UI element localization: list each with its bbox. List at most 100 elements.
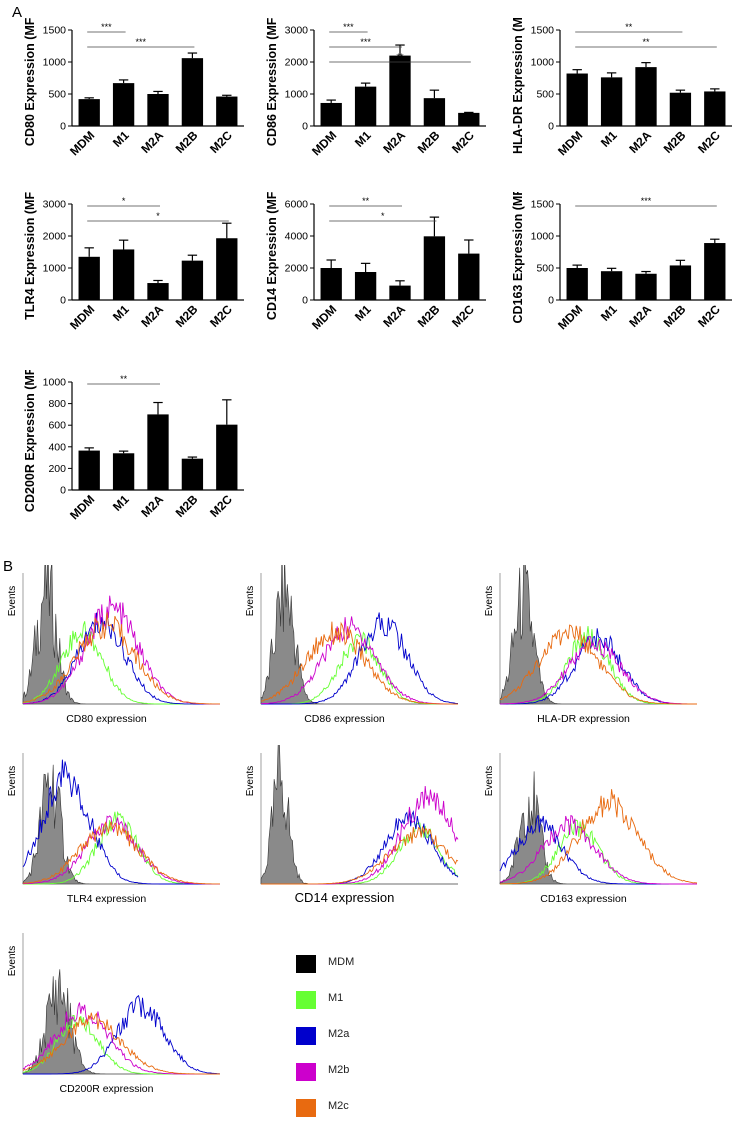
bar-m2a (147, 94, 169, 126)
cd200r-bar-chart: 0 200 400 600 800 1000 MDM M1 M2A M2B M2C CD200R Ex… (23, 370, 244, 522)
y-tick-label: 2000 (285, 263, 309, 275)
x-tick-label-m2c: M2C (449, 128, 477, 156)
legend-swatch-m2c (296, 1099, 316, 1117)
x-tick-label-m2c: M2C (207, 492, 235, 520)
x-tick-label-m1: M1 (352, 302, 374, 324)
legend-swatch-m2a (296, 1027, 316, 1045)
x-tick-label-m2c: M2C (207, 302, 235, 330)
bar-m1 (354, 272, 377, 300)
significance-label: *** (136, 37, 147, 47)
legend-label-m2c: M2c (328, 1100, 349, 1112)
y-tick-label: 500 (48, 89, 66, 101)
histogram-line-m2c (22, 612, 221, 705)
y-tick-label: 1000 (531, 57, 555, 69)
legend-label-mdm: MDM (328, 956, 355, 968)
bar-mdm (78, 256, 100, 300)
y-axis-label: CD80 Expression (MFI) (23, 18, 37, 146)
y-tick-label: 500 (536, 89, 554, 101)
y-tick-label: 0 (60, 295, 66, 307)
x-tick-label-mdm: MDM (309, 302, 339, 332)
y-tick-label: 1000 (43, 377, 67, 389)
cd200r-histogram: CD200R expression Events (7, 933, 221, 1095)
y-tick-label: 1500 (531, 25, 555, 37)
bar-mdm (320, 268, 342, 300)
cd80-bar-chart: 0 500 1000 1500 MDM M1 M2A M2B M2C CD80 Expressio… (23, 18, 244, 158)
y-tick-label: 500 (536, 263, 554, 275)
histogram-y-label: Events (7, 946, 18, 977)
bar-m2b (669, 265, 692, 300)
histogram-y-label: Events (245, 586, 256, 617)
isotype-control-fill (499, 771, 697, 885)
bar-m1 (112, 249, 135, 300)
significance-label: * (156, 211, 160, 221)
legend-label-m1: M1 (328, 992, 344, 1004)
bar-m1 (600, 77, 623, 126)
y-tick-label: 1500 (531, 199, 555, 211)
y-tick-label: 0 (548, 121, 554, 133)
y-tick-label: 4000 (285, 231, 309, 243)
y-tick-label: 1000 (43, 57, 67, 69)
tlr4-histogram: TLR4 expression Events (7, 753, 220, 905)
x-tick-label-mdm: MDM (67, 302, 97, 332)
y-tick-label: 0 (302, 121, 308, 133)
x-tick-label-mdm: MDM (309, 128, 339, 158)
bar-m2a (635, 273, 657, 300)
histogram-x-label: CD200R expression (60, 1083, 154, 1095)
histogram-x-label: CD80 expression (66, 713, 147, 725)
x-tick-label-m1: M1 (598, 302, 620, 324)
cd163-bar-chart: 0 500 1000 1500 MDM M1 M2A M2B M2C CD163 Expressi… (511, 192, 732, 332)
histogram-x-label: CD86 expression (304, 713, 385, 725)
y-axis-label: CD14 Expression (MFI) (265, 192, 279, 320)
x-tick-label-m1: M1 (598, 128, 620, 150)
significance-label: * (381, 211, 385, 221)
bar-m1 (354, 86, 377, 126)
y-tick-label: 200 (48, 463, 66, 475)
significance-label: ** (642, 37, 650, 47)
histogram-line-m2b (500, 635, 697, 705)
histogram-y-label: Events (7, 766, 18, 797)
bar-m2b (423, 236, 446, 300)
y-tick-label: 400 (48, 441, 66, 453)
bar-m2c (216, 424, 238, 490)
y-tick-label: 0 (302, 295, 308, 307)
bar-m2b (669, 92, 692, 126)
bar-m2c (458, 112, 480, 126)
x-tick-label-m2b: M2B (173, 302, 201, 330)
bar-mdm (566, 268, 588, 300)
x-tick-label-m2a: M2A (380, 128, 408, 156)
bar-mdm (78, 450, 100, 490)
bar-mdm (566, 73, 588, 126)
cd86-histogram: CD86 expression Events (245, 565, 459, 725)
histogram-line-m2c (22, 821, 220, 885)
bar-m2c (458, 253, 480, 300)
histogram-line-m2c (22, 1012, 220, 1075)
x-tick-label-m2a: M2A (138, 302, 166, 330)
x-tick-label-m2b: M2B (173, 492, 201, 520)
y-tick-label: 0 (60, 121, 66, 133)
cd163-histogram: CD163 expression Events (484, 753, 698, 905)
x-tick-label-m1: M1 (110, 302, 132, 324)
y-tick-label: 1000 (285, 89, 309, 101)
bar-m2a (389, 285, 411, 300)
x-tick-label-m2c: M2C (695, 128, 723, 156)
significance-label: *** (101, 22, 112, 32)
x-tick-label-m2b: M2B (415, 302, 443, 330)
histogram-line-m2c (260, 621, 458, 705)
x-tick-label-m2c: M2C (207, 128, 235, 156)
legend-swatch-m2b (296, 1063, 316, 1081)
isotype-control-fill (22, 565, 220, 705)
histogram-line-m2c (500, 789, 698, 885)
bar-m2a (147, 414, 169, 490)
x-tick-label-m1: M1 (110, 492, 132, 514)
x-tick-label-m2a: M2A (626, 128, 654, 156)
hla-dr-bar-chart: 0 500 1000 1500 MDM M1 M2A M2B M2C HLA-DR Express… (511, 18, 732, 158)
histogram-x-label: CD163 expression (540, 893, 627, 905)
x-tick-label-m1: M1 (110, 128, 132, 150)
x-tick-label-m2b: M2B (415, 128, 443, 156)
y-tick-label: 600 (48, 420, 66, 432)
significance-label: *** (641, 196, 652, 206)
y-tick-label: 1000 (531, 231, 555, 243)
significance-label: ** (120, 374, 128, 384)
y-tick-label: 1000 (43, 263, 67, 275)
isotype-control-fill (22, 764, 220, 885)
